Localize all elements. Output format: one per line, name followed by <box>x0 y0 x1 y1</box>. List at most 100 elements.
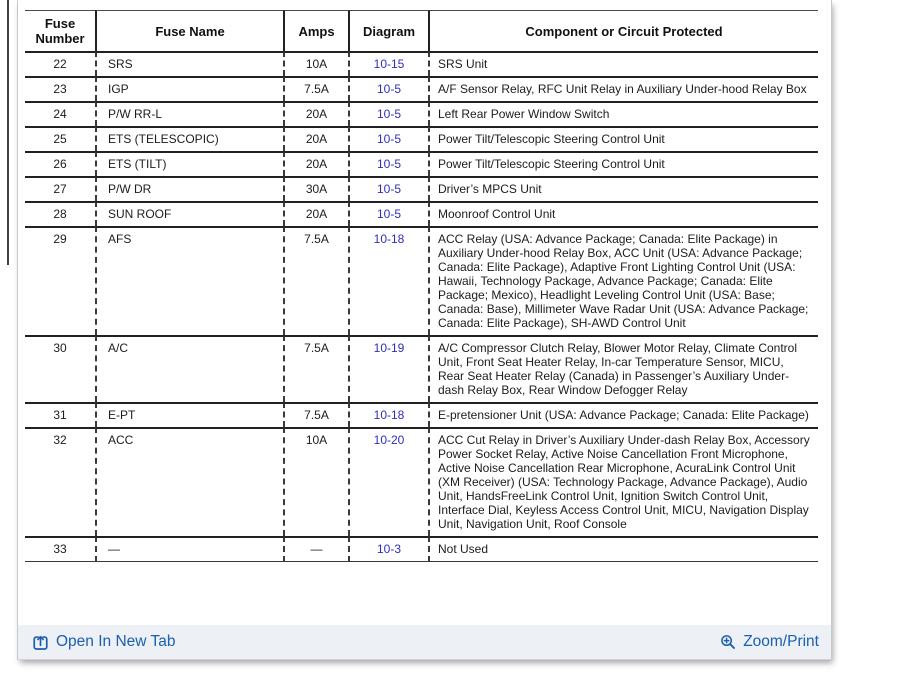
component-cell: Left Rear Power Window Switch <box>428 101 818 126</box>
component-cell: ACC Relay (USA: Advance Package; Canada:… <box>428 226 818 335</box>
fuse-number-cell: 25 <box>25 126 95 151</box>
amps-cell: 20A <box>283 101 348 126</box>
zoom-print-label: Zoom/Print <box>743 633 819 650</box>
fuse-table: Fuse Number Fuse Name Amps Diagram Compo… <box>25 10 818 562</box>
amps-cell: 7.5A <box>283 76 348 101</box>
diagram-link[interactable]: 10-20 <box>373 433 405 447</box>
diagram-cell: 10-19 <box>348 335 428 402</box>
diagram-link[interactable]: 10-5 <box>376 182 402 196</box>
header-amps: Amps <box>283 10 348 51</box>
diagram-link[interactable]: 10-5 <box>376 107 402 121</box>
header-row: Fuse Number Fuse Name Amps Diagram Compo… <box>25 10 818 51</box>
diagram-link[interactable]: 10-5 <box>376 132 402 146</box>
header-diagram: Diagram <box>348 10 428 51</box>
footer-bar: Open In New Tab Zoom/Print <box>18 625 831 659</box>
fuse-name-cell: ACC <box>95 427 283 536</box>
fuse-name-cell: E-PT <box>95 402 283 427</box>
open-in-new-tab-button[interactable]: Open In New Tab <box>32 633 175 651</box>
diagram-link[interactable]: 10-18 <box>373 232 405 246</box>
diagram-cell: 10-15 <box>348 51 428 76</box>
open-in-new-tab-label: Open In New Tab <box>56 633 176 650</box>
fuse-number-cell: 23 <box>25 76 95 101</box>
fuse-number-cell: 29 <box>25 226 95 335</box>
diagram-link[interactable]: 10-5 <box>376 82 402 96</box>
table-row: 31 E-PT 7.5A 10-18 E-pretensioner Unit (… <box>25 402 818 427</box>
header-fuse-number: Fuse Number <box>25 10 95 51</box>
diagram-cell: 10-5 <box>348 201 428 226</box>
amps-cell: 30A <box>283 176 348 201</box>
table-row: 25 ETS (TELESCOPIC) 20A 10-5 Power Tilt/… <box>25 126 818 151</box>
table-row: 28 SUN ROOF 20A 10-5 Moonroof Control Un… <box>25 201 818 226</box>
diagram-link[interactable]: 10-15 <box>373 57 405 71</box>
component-cell: A/F Sensor Relay, RFC Unit Relay in Auxi… <box>428 76 818 101</box>
diagram-link[interactable]: 10-19 <box>373 341 405 355</box>
amps-cell: 7.5A <box>283 402 348 427</box>
fuse-name-cell: A/C <box>95 335 283 402</box>
amps-cell: 20A <box>283 126 348 151</box>
amps-cell: 7.5A <box>283 335 348 402</box>
diagram-cell: 10-20 <box>348 427 428 536</box>
table-row: 32 ACC 10A 10-20 ACC Cut Relay in Driver… <box>25 427 818 536</box>
table-row: 24 P/W RR-L 20A 10-5 Left Rear Power Win… <box>25 101 818 126</box>
diagram-cell: 10-3 <box>348 536 428 562</box>
table-row: 26 ETS (TILT) 20A 10-5 Power Tilt/Telesc… <box>25 151 818 176</box>
fuse-name-cell: SUN ROOF <box>95 201 283 226</box>
diagram-cell: 10-5 <box>348 176 428 201</box>
component-cell: ACC Cut Relay in Driver’s Auxiliary Unde… <box>428 427 818 536</box>
table-row: 22 SRS 10A 10-15 SRS Unit <box>25 51 818 76</box>
fuse-name-cell: P/W DR <box>95 176 283 201</box>
fuse-number-cell: 28 <box>25 201 95 226</box>
component-cell: Moonroof Control Unit <box>428 201 818 226</box>
fuse-name-cell: ETS (TELESCOPIC) <box>95 126 283 151</box>
table-row: 30 A/C 7.5A 10-19 A/C Compressor Clutch … <box>25 335 818 402</box>
amps-cell: 20A <box>283 201 348 226</box>
diagram-cell: 10-5 <box>348 151 428 176</box>
fuse-table-widget: Fuse Number Fuse Name Amps Diagram Compo… <box>17 0 832 660</box>
fuse-number-cell: 27 <box>25 176 95 201</box>
open-in-new-tab-icon <box>33 635 48 650</box>
zoom-print-button[interactable]: Zoom/Print <box>720 633 819 651</box>
fuse-name-cell: AFS <box>95 226 283 335</box>
diagram-cell: 10-5 <box>348 101 428 126</box>
table-row: 27 P/W DR 30A 10-5 Driver’s MPCS Unit <box>25 176 818 201</box>
fuse-name-cell: SRS <box>95 51 283 76</box>
diagram-link[interactable]: 10-5 <box>376 157 402 171</box>
left-edge-rule <box>7 0 9 265</box>
fuse-number-cell: 32 <box>25 427 95 536</box>
fuse-number-cell: 30 <box>25 335 95 402</box>
magnifier-plus-icon <box>721 635 736 649</box>
header-fuse-name: Fuse Name <box>95 10 283 51</box>
fuse-name-cell: — <box>95 536 283 562</box>
fuse-number-cell: 33 <box>25 536 95 562</box>
diagram-cell: 10-18 <box>348 402 428 427</box>
amps-cell: 10A <box>283 427 348 536</box>
header-component: Component or Circuit Protected <box>428 10 818 51</box>
fuse-number-cell: 31 <box>25 402 95 427</box>
component-cell: Not Used <box>428 536 818 562</box>
table-row: 29 AFS 7.5A 10-18 ACC Relay (USA: Advanc… <box>25 226 818 335</box>
diagram-link[interactable]: 10-3 <box>376 542 402 556</box>
component-cell: Power Tilt/Telescopic Steering Control U… <box>428 126 818 151</box>
component-cell: Driver’s MPCS Unit <box>428 176 818 201</box>
fuse-name-cell: ETS (TILT) <box>95 151 283 176</box>
fuse-name-cell: IGP <box>95 76 283 101</box>
diagram-link[interactable]: 10-5 <box>376 207 402 221</box>
component-cell: A/C Compressor Clutch Relay, Blower Moto… <box>428 335 818 402</box>
diagram-cell: 10-5 <box>348 126 428 151</box>
amps-cell: 10A <box>283 51 348 76</box>
table-row: 23 IGP 7.5A 10-5 A/F Sensor Relay, RFC U… <box>25 76 818 101</box>
amps-cell: 20A <box>283 151 348 176</box>
fuse-name-cell: P/W RR-L <box>95 101 283 126</box>
table-row: 33 — — 10-3 Not Used <box>25 536 818 562</box>
amps-cell: — <box>283 536 348 562</box>
fuse-number-cell: 22 <box>25 51 95 76</box>
diagram-cell: 10-5 <box>348 76 428 101</box>
fuse-number-cell: 24 <box>25 101 95 126</box>
component-cell: E-pretensioner Unit (USA: Advance Packag… <box>428 402 818 427</box>
component-cell: Power Tilt/Telescopic Steering Control U… <box>428 151 818 176</box>
diagram-cell: 10-18 <box>348 226 428 335</box>
component-cell: SRS Unit <box>428 51 818 76</box>
diagram-link[interactable]: 10-18 <box>373 408 405 422</box>
amps-cell: 7.5A <box>283 226 348 335</box>
